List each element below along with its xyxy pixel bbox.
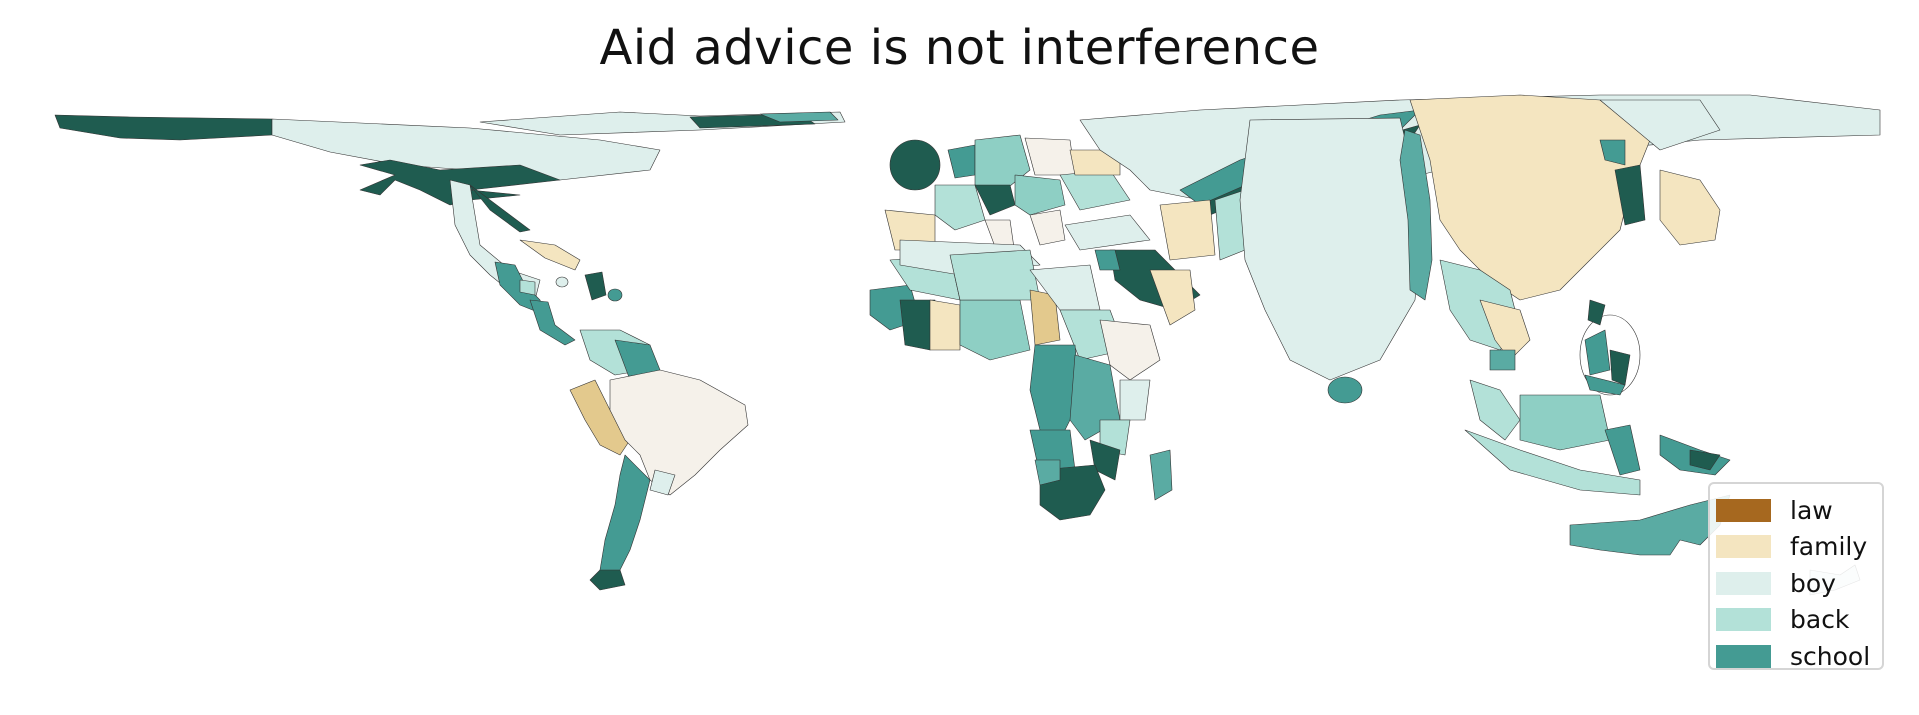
legend-label-school: school [1790,641,1871,671]
region-mexico [449,179,541,301]
legend-label-family: family [1790,532,1868,562]
region-sulawesi [1604,424,1641,476]
region-caribbean-a [519,239,581,271]
region-eastern-eu [1059,169,1131,211]
region-caribbean-b [584,271,607,301]
region-namibia [1034,459,1061,486]
region-kenya [1119,379,1151,421]
region-taiwan [1587,299,1606,326]
region-caribbean-d [555,276,569,288]
region-east-africa [1099,319,1161,381]
region-png-dark [1689,449,1721,471]
region-finland [1024,137,1076,176]
legend-item-family: family [1710,529,1882,566]
region-philippines-c [1584,374,1626,396]
region-brazil [609,369,749,496]
legend-swatch-boy [1716,571,1771,595]
region-levant [1094,249,1121,271]
region-malaysia [1469,379,1521,441]
region-sri-lanka [1327,376,1363,404]
region-niger [949,249,1041,301]
region-alaska-strip [54,114,273,141]
region-chile-tip [589,569,626,591]
legend-item-law: law [1710,492,1882,529]
region-india [1239,117,1421,381]
legend: law family boy back school [1708,482,1884,671]
region-mongolia [1599,99,1721,151]
legend-label-back: back [1790,605,1850,635]
region-chile-argentina [599,454,651,581]
legend-label-boy: boy [1790,568,1836,598]
region-chad [1029,289,1061,346]
region-scandinavia-arm [947,144,976,179]
region-australia [1569,494,1731,556]
region-philippines-a [1584,329,1611,376]
region-central-america-b [519,279,536,296]
region-west-africa-c [929,299,961,351]
legend-item-back: back [1710,602,1882,639]
region-arabia [1149,269,1196,326]
region-korea-north [1599,139,1626,166]
legend-label-law: law [1790,495,1833,525]
region-greenland-strip [759,111,839,123]
region-madagascar [1149,449,1173,501]
region-indonesia-a [1519,394,1611,451]
region-bangladesh-strip [1399,129,1433,301]
legend-swatch-family [1716,535,1771,559]
region-central-america-c [529,299,576,346]
region-central-eu [1014,174,1066,216]
legend-item-boy: boy [1710,565,1882,602]
region-indonesia-b [1464,429,1641,496]
region-usa-stem [469,184,531,233]
legend-item-school: school [1710,638,1882,675]
region-stan [1159,199,1216,261]
legend-swatch-law [1716,498,1771,522]
legend-swatch-school [1716,644,1771,668]
region-cambodia [1489,349,1516,371]
region-korea [1614,164,1646,226]
region-uruguay [649,469,676,496]
map-title: Aid advice is not interference [599,20,1320,76]
region-turkey [1064,214,1151,251]
legend-swatch-back [1716,608,1771,632]
region-balkans [1029,209,1066,246]
region-caribbean-c [607,288,623,302]
region-sahel [959,299,1031,361]
region-mozambique [1089,439,1121,481]
region-peru [569,379,631,456]
region-uk [889,139,941,191]
region-japan [1659,169,1721,246]
region-france [934,184,986,231]
region-vietnam [1479,299,1531,361]
